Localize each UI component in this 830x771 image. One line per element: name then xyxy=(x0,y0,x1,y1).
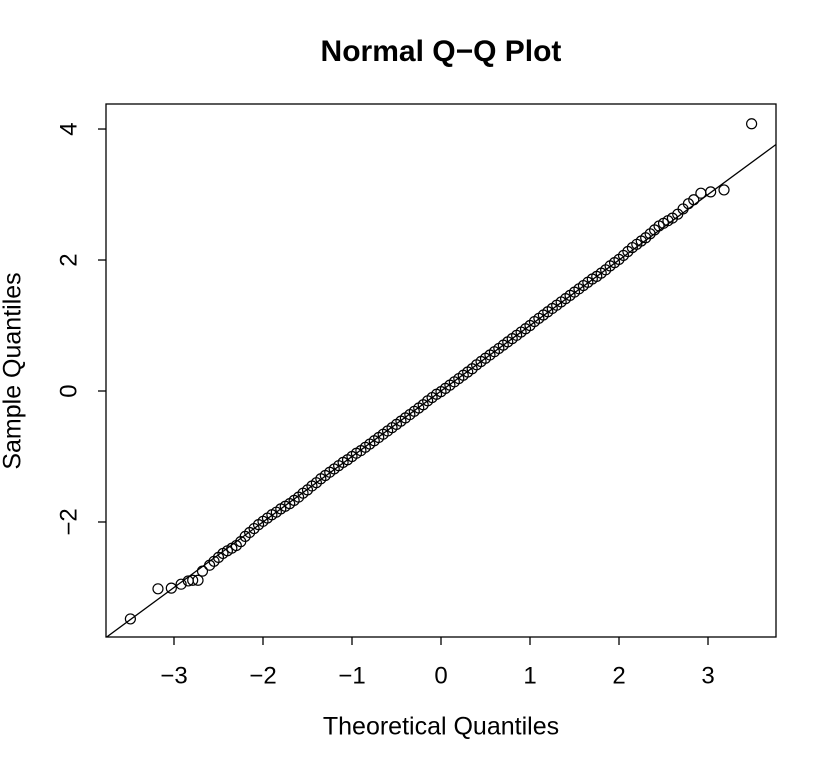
point xyxy=(124,613,136,625)
x-tick-label: −1 xyxy=(338,662,365,689)
point xyxy=(187,574,199,586)
y-tick-label: 2 xyxy=(55,253,82,266)
y-axis-label: Sample Quantiles xyxy=(0,272,27,469)
y-tick-label: 0 xyxy=(55,384,82,397)
y-tick-label: 4 xyxy=(55,122,82,135)
x-tick-label: 0 xyxy=(434,662,447,689)
point xyxy=(705,186,717,198)
x-tick-label: 1 xyxy=(523,662,536,689)
plot-area xyxy=(106,118,776,637)
chart-title: Normal Q−Q Plot xyxy=(321,35,562,68)
point xyxy=(718,184,730,196)
point xyxy=(152,583,164,595)
point xyxy=(192,574,204,586)
x-axis-label: Theoretical Quantiles xyxy=(323,713,559,741)
x-tick-label: −3 xyxy=(160,662,187,689)
reference-line xyxy=(106,143,776,637)
point xyxy=(196,565,209,577)
x-tick-label: −2 xyxy=(249,662,276,689)
plot-frame xyxy=(105,103,777,638)
x-tick-label: 2 xyxy=(612,662,625,689)
point xyxy=(746,118,758,130)
point xyxy=(165,582,177,594)
point xyxy=(175,578,187,590)
y-tick-label: −2 xyxy=(55,508,82,535)
x-tick-label: 3 xyxy=(701,662,714,689)
